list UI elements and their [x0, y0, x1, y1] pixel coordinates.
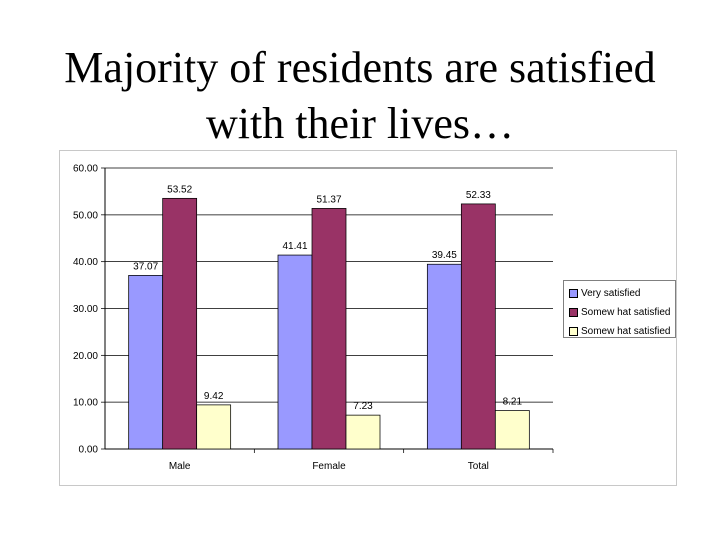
legend-swatch-somewhat-satisfied-1 [569, 308, 578, 317]
data-label: 8.21 [503, 397, 523, 408]
x-tick-label: Male [169, 461, 191, 472]
y-tick-label: 0.00 [79, 445, 99, 456]
data-label: 53.52 [167, 184, 192, 195]
bar [345, 414, 381, 450]
data-label: 39.45 [432, 250, 457, 261]
data-label: 41.41 [282, 241, 307, 252]
slide-title-line-2: with their lives… [206, 99, 514, 148]
legend-label-somewhat-satisfied-1: Somew hat satisfied [581, 307, 671, 318]
x-tick-label: Total [468, 461, 489, 472]
bar [162, 197, 198, 450]
legend-swatch-somewhat-satisfied-2 [569, 327, 578, 336]
legend-label-somewhat-satisfied-2: Somew hat satisfied [581, 326, 671, 337]
y-tick-label: 20.00 [73, 351, 98, 362]
data-label: 37.07 [133, 261, 158, 272]
legend-item-somewhat-satisfied-2: Somew hat satisfied [569, 322, 675, 341]
y-tick-label: 10.00 [73, 398, 98, 409]
data-label: 51.37 [316, 194, 341, 205]
x-tick-label: Female [312, 461, 346, 472]
legend-label-very-satisfied: Very satisfied [581, 288, 641, 299]
y-tick-label: 60.00 [73, 164, 98, 175]
bar [128, 275, 164, 450]
legend-item-somewhat-satisfied-1: Somew hat satisfied [569, 303, 675, 322]
slide-title-line-1: Majority of residents are satisfied [64, 43, 656, 92]
data-label: 7.23 [353, 401, 373, 412]
bar [494, 410, 530, 450]
chart-legend: Very satisfied Somew hat satisfied Somew… [563, 280, 676, 338]
bar [311, 208, 347, 450]
data-label: 52.33 [466, 190, 491, 201]
bar [426, 263, 462, 450]
slide-title: Majority of residents are satisfied with… [0, 40, 720, 152]
data-label: 9.42 [204, 391, 224, 402]
legend-item-very-satisfied: Very satisfied [569, 284, 675, 303]
y-tick-label: 40.00 [73, 257, 98, 268]
y-tick-label: 50.00 [73, 210, 98, 221]
bar [277, 254, 313, 450]
y-tick-label: 30.00 [73, 304, 98, 315]
legend-swatch-very-satisfied [569, 289, 578, 298]
bar [460, 203, 496, 450]
bar [196, 404, 232, 450]
